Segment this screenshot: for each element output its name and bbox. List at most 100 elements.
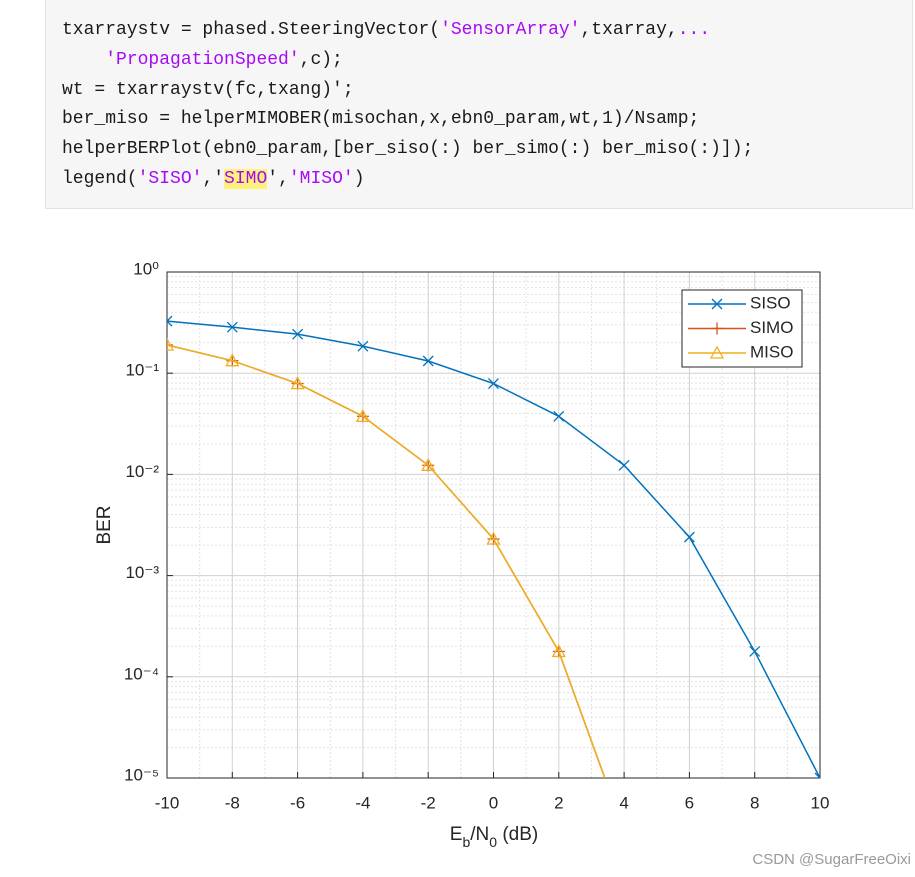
legend-marker — [709, 345, 725, 359]
x-axis-label-part: /N — [470, 824, 489, 845]
code-token: 'SensorArray' — [440, 20, 581, 40]
data-point — [226, 321, 238, 333]
marker-part — [290, 376, 305, 390]
x-tick-label: 2 — [554, 793, 563, 812]
y-tick-label: 10⁰ — [133, 259, 159, 278]
legend-label: SISO — [750, 293, 791, 312]
marker-part — [167, 315, 173, 323]
x-axis-label-part: b — [462, 834, 470, 850]
x-tick-label: 0 — [489, 793, 498, 812]
marker-part — [618, 825, 630, 836]
data-point — [551, 644, 566, 658]
data-point — [167, 315, 173, 327]
marker-part — [486, 531, 501, 545]
marker-part — [709, 345, 725, 359]
marker-part — [167, 337, 175, 351]
marker-part — [551, 644, 566, 658]
marker-part — [749, 645, 761, 657]
x-tick-label: -6 — [290, 793, 305, 812]
data-point — [422, 355, 434, 367]
data-point — [618, 825, 630, 836]
legend-marker — [711, 322, 723, 335]
code-token: ,c); — [299, 49, 343, 70]
data-point — [618, 459, 630, 471]
data-point — [814, 772, 820, 778]
legend-label: MISO — [750, 342, 793, 361]
code-token: SIMO — [224, 168, 268, 189]
y-tick-label: 10⁻² — [125, 462, 159, 481]
code-token: legend( — [62, 168, 138, 189]
data-point — [355, 408, 370, 422]
marker-part — [814, 772, 820, 778]
code-line: legend('SISO','SIMO','MISO') — [62, 165, 912, 195]
x-tick-label: 10 — [811, 793, 830, 812]
data-point — [421, 457, 436, 471]
code-token: 'PropagationSpeed' — [105, 49, 300, 70]
x-tick-label: -10 — [155, 793, 180, 812]
code-token: wt = txarraystv(fc,txang)'; — [62, 79, 354, 100]
legend-marker — [711, 298, 723, 310]
marker-part — [618, 459, 630, 471]
data-point — [618, 825, 630, 837]
x-tick-label: -8 — [225, 793, 240, 812]
y-tick-label: 10⁻⁴ — [124, 664, 159, 683]
data-point — [225, 353, 240, 367]
x-tick-label: -2 — [421, 793, 436, 812]
code-line: wt = txarraystv(fc,txang)'; — [62, 76, 912, 106]
code-block: txarraystv = phased.SteeringVector('Sens… — [45, 0, 913, 209]
data-point — [749, 645, 761, 657]
code-line: ber_miso = helperMIMOBER(misochan,x,ebn0… — [62, 105, 912, 135]
marker-part — [225, 353, 240, 367]
code-token: 'MISO' — [288, 168, 354, 189]
code-token: ', — [267, 168, 289, 189]
x-tick-label: -4 — [355, 793, 370, 812]
code-line: helperBERPlot(ebn0_param,[ber_siso(:) be… — [62, 135, 912, 165]
data-point — [488, 378, 499, 390]
x-axis-label-part: 0 — [489, 834, 497, 850]
code-token: ... — [677, 20, 711, 40]
code-line: txarraystv = phased.SteeringVector('Sens… — [62, 16, 912, 46]
y-axis-label: BER — [94, 505, 115, 544]
y-tick-label: 10⁻⁵ — [124, 765, 159, 784]
code-token: ,' — [202, 168, 225, 189]
data-point — [167, 337, 175, 351]
marker-part — [711, 298, 723, 310]
data-point — [292, 328, 304, 340]
data-point — [357, 340, 369, 352]
code-token: 'SISO' — [137, 168, 203, 189]
y-tick-label: 10⁻¹ — [125, 361, 159, 380]
marker-part — [226, 321, 238, 333]
code-token: ) — [353, 168, 365, 189]
chart: BER Eb/N0 (dB) 10⁻⁵ 10⁻⁴ 10⁻³ 10⁻² 10⁻¹ 10⁰ -1… — [94, 259, 830, 850]
marker-part — [488, 378, 499, 390]
code-token: txarraystv = phased.SteeringVector( — [62, 20, 441, 40]
code-token: ,txarray, — [580, 20, 678, 40]
marker-part — [683, 531, 695, 543]
x-axis-label-part: (dB) — [497, 824, 538, 845]
marker-part — [292, 328, 304, 340]
data-point — [683, 531, 695, 543]
x-tick-label: 8 — [750, 793, 759, 812]
code-token: ber_miso = helperMIMOBER(misochan,x,ebn0… — [62, 109, 700, 130]
marker-part — [422, 355, 434, 367]
x-axis-label-part: E — [450, 824, 463, 845]
code-token: helperBERPlot(ebn0_param,[ber_siso(:) be… — [62, 139, 754, 160]
data-point — [553, 410, 565, 422]
marker-part — [421, 457, 436, 471]
data-point — [486, 531, 501, 545]
legend-label: SIMO — [750, 318, 793, 337]
series-line — [167, 344, 606, 778]
plot-lines — [167, 315, 820, 837]
watermark: CSDN @SugarFreeOixi — [752, 851, 911, 868]
data-point — [290, 376, 305, 390]
marker-part — [355, 408, 370, 422]
marker-part — [357, 340, 369, 352]
code-line: 'PropagationSpeed',c); — [62, 46, 912, 76]
x-tick-label: 4 — [619, 793, 628, 812]
marker-part — [553, 410, 565, 422]
x-axis-label: Eb/N0 (dB) — [450, 824, 538, 850]
marker-part — [167, 320, 173, 327]
x-tick-label: 6 — [685, 793, 694, 812]
y-tick-label: 10⁻³ — [125, 563, 159, 582]
